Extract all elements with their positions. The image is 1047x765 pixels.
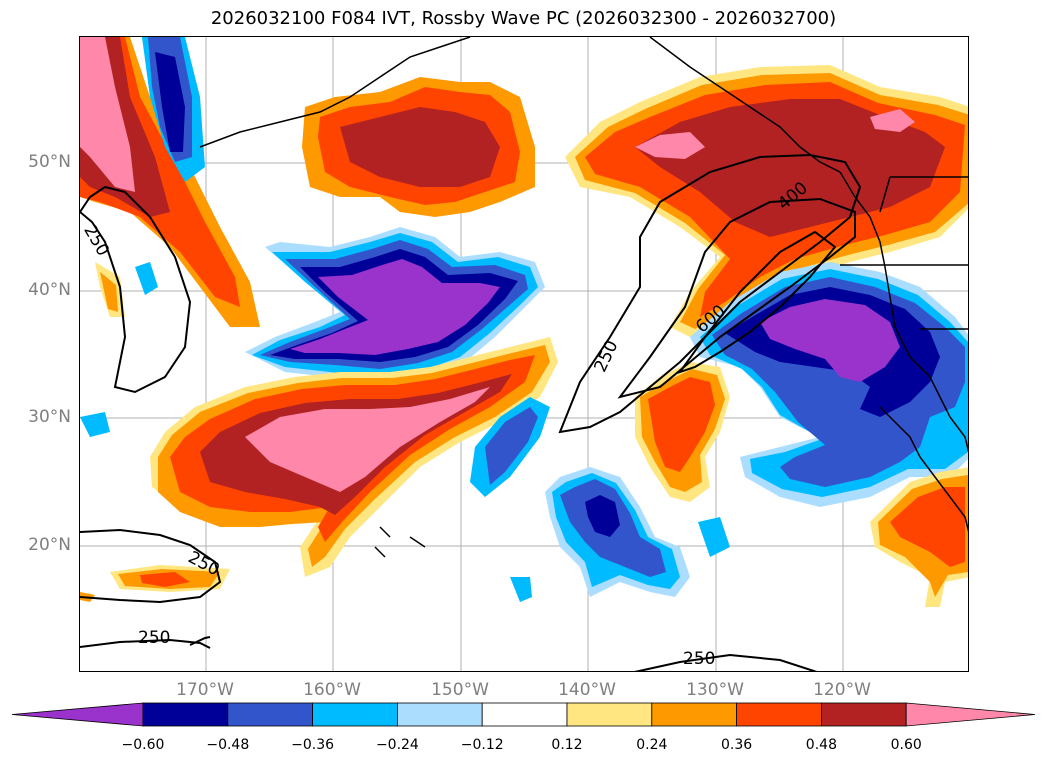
coastlines: [199, 37, 968, 558]
colorbar: [11, 702, 1036, 727]
colorbar-tick-label: 0.48: [805, 737, 837, 753]
map-panel: 250 250 250 250 250 400 600: [79, 36, 969, 672]
lon-label-120w: 120°W: [813, 680, 871, 700]
negative-anomaly-central: [245, 227, 545, 382]
colorbar-tick-label: −0.48: [206, 737, 250, 753]
positive-anomaly-southwest: [80, 262, 230, 602]
colorbar-extend-min: [11, 702, 144, 727]
colorbar-tick-label: −0.36: [291, 737, 335, 753]
lon-label-170w: 170°W: [176, 680, 234, 700]
lat-label-40n: 40°N: [28, 280, 71, 300]
negative-anomaly-south: [80, 262, 730, 602]
lat-label-20n: 20°N: [28, 535, 71, 555]
colorbar-extend-max: [905, 702, 1036, 727]
colorbar-cell: [481, 702, 568, 727]
colorbar-tick-label: 0.36: [721, 737, 753, 753]
colorbar-tick-label: 0.24: [636, 737, 668, 753]
lon-label-150w: 150°W: [431, 680, 489, 700]
contour-label: 250: [591, 338, 623, 376]
colorbar-tick-label: −0.12: [460, 737, 504, 753]
colorbar-tick-label: 0.60: [890, 737, 922, 753]
colorbar-tick-label: −0.60: [121, 737, 165, 753]
colorbar-cell: [142, 702, 229, 727]
lon-label-130w: 130°W: [686, 680, 744, 700]
lat-label-30n: 30°N: [28, 407, 71, 427]
colorbar-cell: [396, 702, 483, 727]
ivt-contours: [80, 153, 862, 671]
positive-anomaly-northwest: [80, 37, 260, 327]
colorbar-cell: [312, 702, 398, 727]
colorbar-cell: [821, 702, 907, 727]
positive-anomaly-southeast: [870, 467, 968, 607]
positive-anomaly-subtropical: [150, 337, 558, 577]
colorbar-cell: [227, 702, 314, 727]
contour-label: 250: [138, 628, 170, 648]
colorbar-cell: [736, 702, 822, 727]
lon-label-140w: 140°W: [558, 680, 616, 700]
colorbar-tick-label: 0.12: [551, 737, 583, 753]
contour-label: 250: [683, 649, 715, 669]
positive-anomaly-east-central: [635, 362, 730, 502]
colorbar-cell: [651, 702, 737, 727]
lon-label-160w: 160°W: [303, 680, 361, 700]
map-canvas: 250 250 250 250 250 400 600: [80, 37, 968, 671]
colorbar-cell: [566, 702, 653, 727]
colorbar-tick-label: −0.24: [375, 737, 419, 753]
positive-anomaly-north-central: [302, 77, 535, 217]
lat-label-50n: 50°N: [28, 152, 71, 172]
map-title: 2026032100 F084 IVT, Rossby Wave PC (202…: [210, 8, 837, 29]
negative-anomaly-northwest: [142, 37, 205, 182]
